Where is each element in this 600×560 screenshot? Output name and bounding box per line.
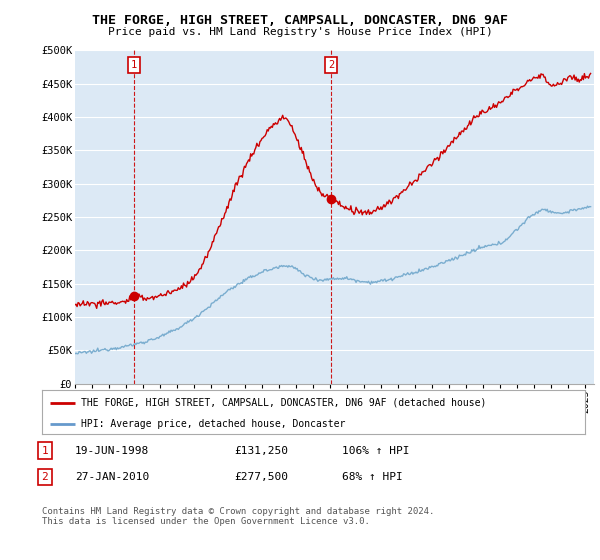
- Text: 68% ↑ HPI: 68% ↑ HPI: [342, 472, 403, 482]
- Text: Price paid vs. HM Land Registry's House Price Index (HPI): Price paid vs. HM Land Registry's House …: [107, 27, 493, 37]
- Text: HPI: Average price, detached house, Doncaster: HPI: Average price, detached house, Donc…: [81, 419, 346, 430]
- Text: THE FORGE, HIGH STREET, CAMPSALL, DONCASTER, DN6 9AF (detached house): THE FORGE, HIGH STREET, CAMPSALL, DONCAS…: [81, 398, 487, 408]
- Text: £277,500: £277,500: [234, 472, 288, 482]
- Text: THE FORGE, HIGH STREET, CAMPSALL, DONCASTER, DN6 9AF: THE FORGE, HIGH STREET, CAMPSALL, DONCAS…: [92, 14, 508, 27]
- Text: 2: 2: [328, 60, 335, 71]
- Text: 1: 1: [131, 60, 137, 71]
- Text: 2: 2: [41, 472, 49, 482]
- Text: £131,250: £131,250: [234, 446, 288, 456]
- Text: Contains HM Land Registry data © Crown copyright and database right 2024.
This d: Contains HM Land Registry data © Crown c…: [42, 507, 434, 526]
- Text: 1: 1: [41, 446, 49, 456]
- Text: 19-JUN-1998: 19-JUN-1998: [75, 446, 149, 456]
- Text: 106% ↑ HPI: 106% ↑ HPI: [342, 446, 409, 456]
- Text: 27-JAN-2010: 27-JAN-2010: [75, 472, 149, 482]
